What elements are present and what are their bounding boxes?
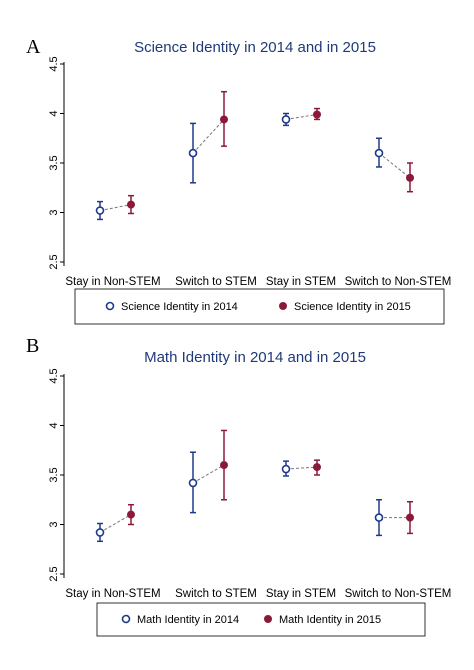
data-point-2014 bbox=[281, 464, 291, 474]
data-point-2014 bbox=[281, 115, 291, 124]
y-tick-label: 3.5 bbox=[48, 155, 60, 170]
connector-line bbox=[99, 514, 132, 533]
legend-label-2014: Math Identity in 2014 bbox=[137, 614, 239, 626]
connector-line bbox=[192, 119, 225, 154]
legend-item-2014: Science Identity in 2014 bbox=[105, 301, 238, 313]
connectors bbox=[99, 464, 410, 533]
y-tick-label: 4 bbox=[48, 422, 60, 428]
y-tick-label: 3 bbox=[48, 209, 60, 215]
error-bars bbox=[97, 90, 413, 221]
connector-line bbox=[99, 204, 132, 212]
category-label: Switch to STEM bbox=[175, 276, 257, 288]
category-label: Stay in STEM bbox=[266, 588, 336, 600]
chart-title: Math Identity in 2014 and in 2015 bbox=[144, 349, 366, 366]
y-tick-label: 2.5 bbox=[48, 566, 60, 581]
data-point-2014 bbox=[374, 148, 384, 158]
data-point-2014 bbox=[95, 206, 105, 215]
chart-title: Science Identity in 2014 and in 2015 bbox=[134, 39, 376, 56]
y-ticks: 2.5 3 3.5 4 4.5 bbox=[48, 368, 64, 582]
legend-box bbox=[74, 288, 445, 325]
data-point-2015 bbox=[313, 110, 321, 119]
y-tick-label: 4 bbox=[48, 110, 60, 116]
error-bars bbox=[97, 429, 413, 543]
connectors bbox=[99, 113, 411, 212]
connector-line bbox=[378, 152, 411, 179]
legend-item-2015: Math Identity in 2015 bbox=[264, 614, 381, 626]
data-point-2015 bbox=[406, 173, 414, 182]
y-tick-label: 2.5 bbox=[48, 254, 60, 269]
panel-letter: A bbox=[26, 36, 41, 58]
data-point-2015 bbox=[220, 461, 228, 470]
legend-marker-2015 bbox=[264, 615, 272, 623]
category-label: Stay in Non-STEM bbox=[65, 276, 160, 288]
connector-line bbox=[285, 466, 318, 470]
data-point-2015 bbox=[406, 513, 414, 522]
y-ticks: 2.5 3 3.5 4 4.5 bbox=[48, 56, 64, 270]
connector-line bbox=[285, 113, 318, 120]
panel-b: B Math Identity in 2014 and in 2015 2.5 3… bbox=[26, 335, 451, 637]
data-point-2014 bbox=[188, 148, 198, 158]
legend-marker-2015 bbox=[279, 302, 287, 310]
legend-marker-2014 bbox=[121, 614, 131, 624]
category-label: Switch to Non-STEM bbox=[345, 588, 452, 600]
panel-letter: B bbox=[26, 335, 39, 357]
x-category-labels: Stay in Non-STEM Switch to STEM Stay in ST… bbox=[65, 276, 451, 288]
y-tick-label: 3.5 bbox=[48, 467, 60, 482]
legend-box bbox=[96, 602, 426, 637]
data-point-2015 bbox=[220, 115, 228, 124]
data-points bbox=[95, 110, 414, 215]
category-label: Switch to STEM bbox=[175, 588, 257, 600]
category-label: Stay in STEM bbox=[266, 276, 336, 288]
y-tick-label: 3 bbox=[48, 521, 60, 527]
data-point-2014 bbox=[374, 513, 384, 522]
y-tick-label: 4.5 bbox=[48, 368, 60, 383]
data-point-2015 bbox=[127, 200, 135, 209]
y-tick-label: 4.5 bbox=[48, 56, 60, 71]
legend-label-2015: Math Identity in 2015 bbox=[279, 614, 381, 626]
legend-label-2014: Science Identity in 2014 bbox=[121, 301, 238, 313]
connector-line bbox=[192, 464, 225, 484]
legend-marker-2014 bbox=[105, 301, 115, 311]
legend-item-2014: Math Identity in 2014 bbox=[121, 614, 239, 626]
panel-a: A Science Identity in 2014 and in 2015 2… bbox=[26, 36, 451, 325]
data-point-2015 bbox=[313, 463, 321, 472]
legend-item-2015: Science Identity in 2015 bbox=[279, 301, 411, 313]
data-point-2014 bbox=[95, 528, 105, 537]
legend-label-2015: Science Identity in 2015 bbox=[294, 301, 411, 313]
category-label: Stay in Non-STEM bbox=[65, 588, 160, 600]
data-point-2015 bbox=[127, 510, 135, 519]
data-points bbox=[95, 461, 414, 537]
x-category-labels: Stay in Non-STEM Switch to STEM Stay in ST… bbox=[65, 588, 451, 600]
data-point-2014 bbox=[188, 478, 198, 488]
category-label: Switch to Non-STEM bbox=[345, 276, 452, 288]
